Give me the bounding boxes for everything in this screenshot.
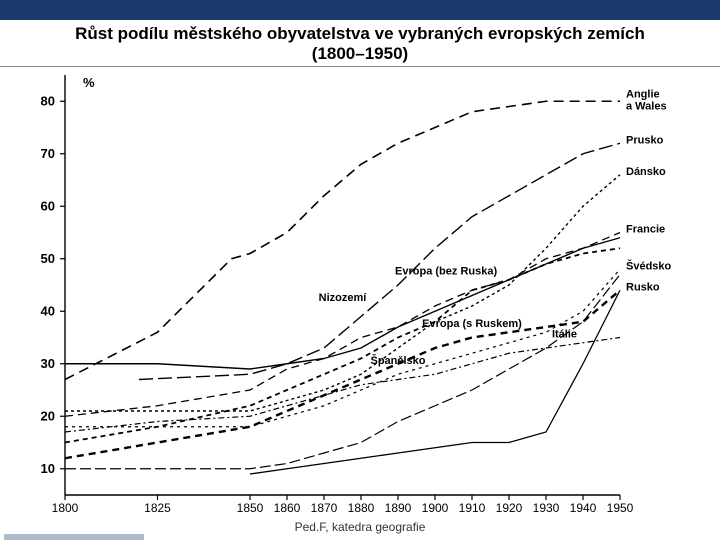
svg-text:60: 60 <box>41 198 55 213</box>
title-line2: (1800–1950) <box>312 44 408 63</box>
svg-text:30: 30 <box>41 356 55 371</box>
svg-text:Evropa (bez Ruska): Evropa (bez Ruska) <box>395 266 497 278</box>
svg-text:Francie: Francie <box>626 224 665 236</box>
svg-text:Anglie: Anglie <box>626 88 660 100</box>
bottom-accent-bar <box>4 534 144 540</box>
svg-text:a Wales: a Wales <box>626 100 667 112</box>
svg-text:Španělsko: Španělsko <box>370 354 425 367</box>
svg-text:1950: 1950 <box>607 501 634 515</box>
svg-text:1880: 1880 <box>348 501 375 515</box>
chart-area: 10 20 30 40 50 60 70 80% 1800 1825 1850 1860 1870 188… <box>10 67 710 527</box>
top-bar <box>0 0 720 20</box>
svg-text:Itálie: Itálie <box>552 329 577 341</box>
svg-text:50: 50 <box>41 251 55 266</box>
svg-text:1870: 1870 <box>311 501 338 515</box>
svg-text:Evropa (s Ruskem): Evropa (s Ruskem) <box>422 318 522 330</box>
svg-text:Rusko: Rusko <box>626 281 660 293</box>
svg-text:1940: 1940 <box>570 501 597 515</box>
svg-text:20: 20 <box>41 408 55 423</box>
svg-text:Dánsko: Dánsko <box>626 166 666 178</box>
svg-text:10: 10 <box>41 461 55 476</box>
svg-text:1850: 1850 <box>237 501 264 515</box>
svg-text:1800: 1800 <box>52 501 79 515</box>
svg-text:Nizozemí: Nizozemí <box>319 292 368 304</box>
chart-title: Růst podílu městského obyvatelstva ve vy… <box>0 20 720 67</box>
svg-text:40: 40 <box>41 303 55 318</box>
title-line1: Růst podílu městského obyvatelstva ve vy… <box>75 24 645 43</box>
svg-text:1930: 1930 <box>533 501 560 515</box>
svg-text:Švédsko: Švédsko <box>626 259 672 272</box>
svg-text:1890: 1890 <box>385 501 412 515</box>
svg-text:%: % <box>83 75 95 90</box>
line-chart-svg: 10 20 30 40 50 60 70 80% 1800 1825 1850 1860 1870 188… <box>10 67 710 527</box>
svg-text:1910: 1910 <box>459 501 486 515</box>
svg-text:70: 70 <box>41 146 55 161</box>
svg-text:80: 80 <box>41 93 55 108</box>
svg-text:1900: 1900 <box>422 501 449 515</box>
svg-text:1825: 1825 <box>144 501 171 515</box>
svg-text:Prusko: Prusko <box>626 134 664 146</box>
svg-text:1920: 1920 <box>496 501 523 515</box>
svg-text:1860: 1860 <box>274 501 301 515</box>
footer-text: Ped.F, katedra geografie <box>0 520 720 534</box>
